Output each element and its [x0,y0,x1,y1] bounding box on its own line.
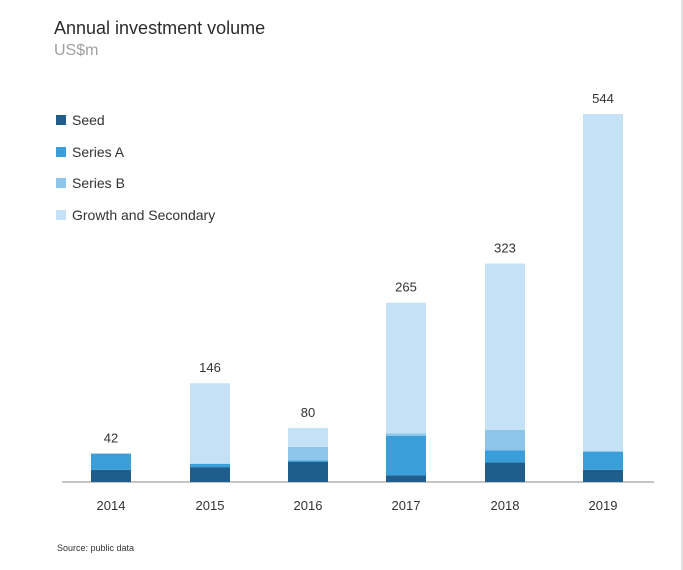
x-tick-2017: 2017 [392,498,421,513]
bar-2017-series-a [386,436,426,476]
bar-2018-growth-and-secondary [485,263,525,430]
bar-2017-seed [386,475,426,482]
bar-2014-series-a [91,453,131,470]
bar-2018-series-b [485,429,525,451]
x-tick-2018: 2018 [491,498,520,513]
legend-swatch-series-a [56,146,66,157]
legend-item-seed: Seed [56,112,215,128]
x-tick-2016: 2016 [294,498,323,513]
bar-2016-growth-and-secondary [288,427,328,447]
legend-label-series-b: Series B [72,175,125,191]
chart-title: Annual investment volume [54,18,266,38]
legend-swatch-series-b [56,178,66,188]
data-label-2014: 42 [104,431,118,446]
data-label-2017: 265 [395,280,417,295]
legend: Seed Series A Series B Growth and Second… [56,112,215,238]
data-label-2016: 80 [301,405,315,420]
bar-2015-seed [190,467,230,482]
bar-2019-series-a [583,451,623,470]
bar-2015-series-a [190,463,230,468]
bar-2016-seed [288,461,328,482]
bar-2016-series-a [288,460,328,462]
legend-label-growth: Growth and Secondary [72,206,216,223]
data-label-2019: 544 [592,91,614,106]
x-tick-2015: 2015 [196,498,225,513]
legend-item-series-a: Series A [56,144,215,160]
legend-item-growth: Growth and Secondary [56,207,215,223]
x-tick-2019: 2019 [589,498,618,513]
legend-label-series-a: Series A [72,143,125,160]
bar-2017-growth-and-secondary [386,302,426,434]
bar-2017-series-b [386,433,426,436]
source-note: Source: public data [57,543,135,553]
legend-label-seed: Seed [72,112,105,128]
bar-2019-growth-and-secondary [583,114,623,452]
data-label-2015: 146 [199,360,221,375]
legend-swatch-seed [56,115,66,125]
chart-subtitle: US$m [54,42,99,59]
legend-item-series-b: Series B [56,175,215,191]
bar-2014-seed [91,469,131,482]
bar-2018-seed [485,462,525,482]
bar-2016-series-b [288,446,328,461]
legend-swatch-growth [56,209,66,220]
bar-2018-series-a [485,450,525,463]
data-label-2018: 323 [494,241,516,256]
bar-2015-growth-and-secondary [190,383,230,464]
x-tick-2014: 2014 [97,498,126,513]
bar-2019-seed [583,469,623,482]
